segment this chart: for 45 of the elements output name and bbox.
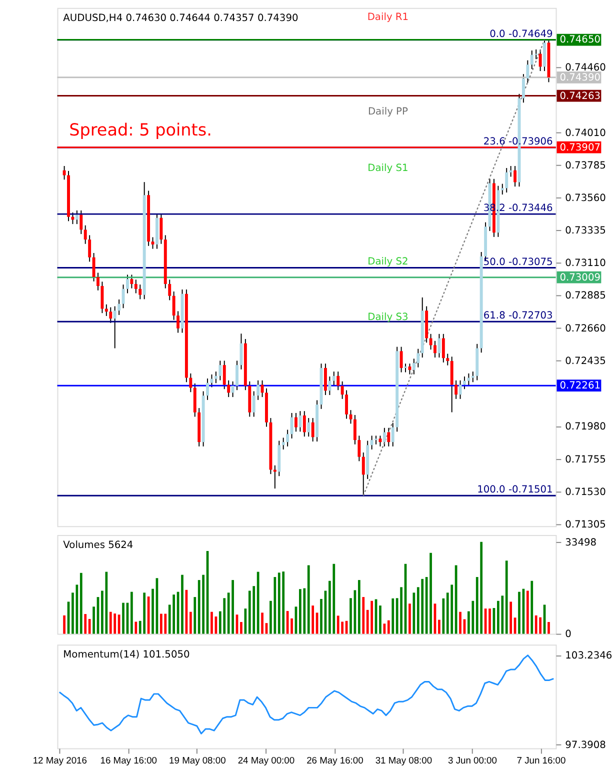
x-tick-label: 26 May 16:00 [306,756,364,766]
annotation: Daily S3 [368,312,408,323]
y-tick-label: 33498 [565,537,597,548]
chart-title: Volumes 5624 [63,540,134,551]
x-tick-label: 16 May 16:00 [100,756,158,766]
annotation: Daily PP [368,106,408,118]
y-tick-label: 0.72885 [565,290,606,302]
annotation: Daily R1 [367,12,409,23]
y-tick-label: 97.3908 [565,740,606,751]
ref-line-label: 0.74650 [560,34,600,46]
y-tick-label: 0.74010 [565,128,606,139]
annotation: Daily S2 [368,256,408,268]
y-tick-label: 0.74460 [565,62,606,74]
annotation: 100.0 -0.71501 [477,484,553,496]
annotation: Daily S1 [368,162,408,174]
x-tick-label: 12 May 2016 [32,756,87,766]
annotation: 61.8 -0.72703 [483,310,553,322]
y-tick-label: 0.73560 [565,193,606,204]
text: AUDUSD,H4 0.74630 0.74644 0.74357 0.74390 [63,12,298,24]
y-tick-label: 0.73335 [565,226,606,237]
x-tick-label: 24 May 00:00 [238,756,295,766]
y-tick-label: 0.72660 [565,323,606,334]
x-tick-label: 19 May 08:00 [169,756,226,766]
y-tick-label: 0.72435 [565,356,606,367]
y-tick-label: 0 [565,629,572,640]
y-tick-label: 0.73110 [565,258,606,270]
chart-title: Momentum(14) 101.5050 [63,649,190,660]
ref-line-label: 0.72261 [560,380,600,392]
ref-line-label: 0.74390 [560,72,600,84]
y-tick-label: 103.2346 [565,650,612,662]
annotation: 50.0 -0.73075 [483,256,553,268]
x-tick-label: 31 May 08:00 [375,756,432,766]
annotation: Spread: 5 points. [69,119,212,140]
y-tick-label: 0.71980 [565,422,606,433]
y-tick-label: 0.71755 [565,454,606,466]
ref-line-label: 0.73907 [560,142,600,154]
ref-line-label: 0.73009 [560,272,600,284]
x-tick-label: 7 Jun 16:00 [516,756,566,766]
ref-line-label: 0.74263 [560,90,600,102]
y-tick-label: 0.71305 [565,519,606,530]
y-tick-label: 0.71530 [565,486,606,498]
annotation: 0.0 -0.74649 [490,28,553,40]
annotation: 23.6 -0.73906 [483,136,553,148]
x-tick-label: 3 Jun 00:00 [448,756,497,766]
y-tick-label: 0.73785 [565,160,606,172]
